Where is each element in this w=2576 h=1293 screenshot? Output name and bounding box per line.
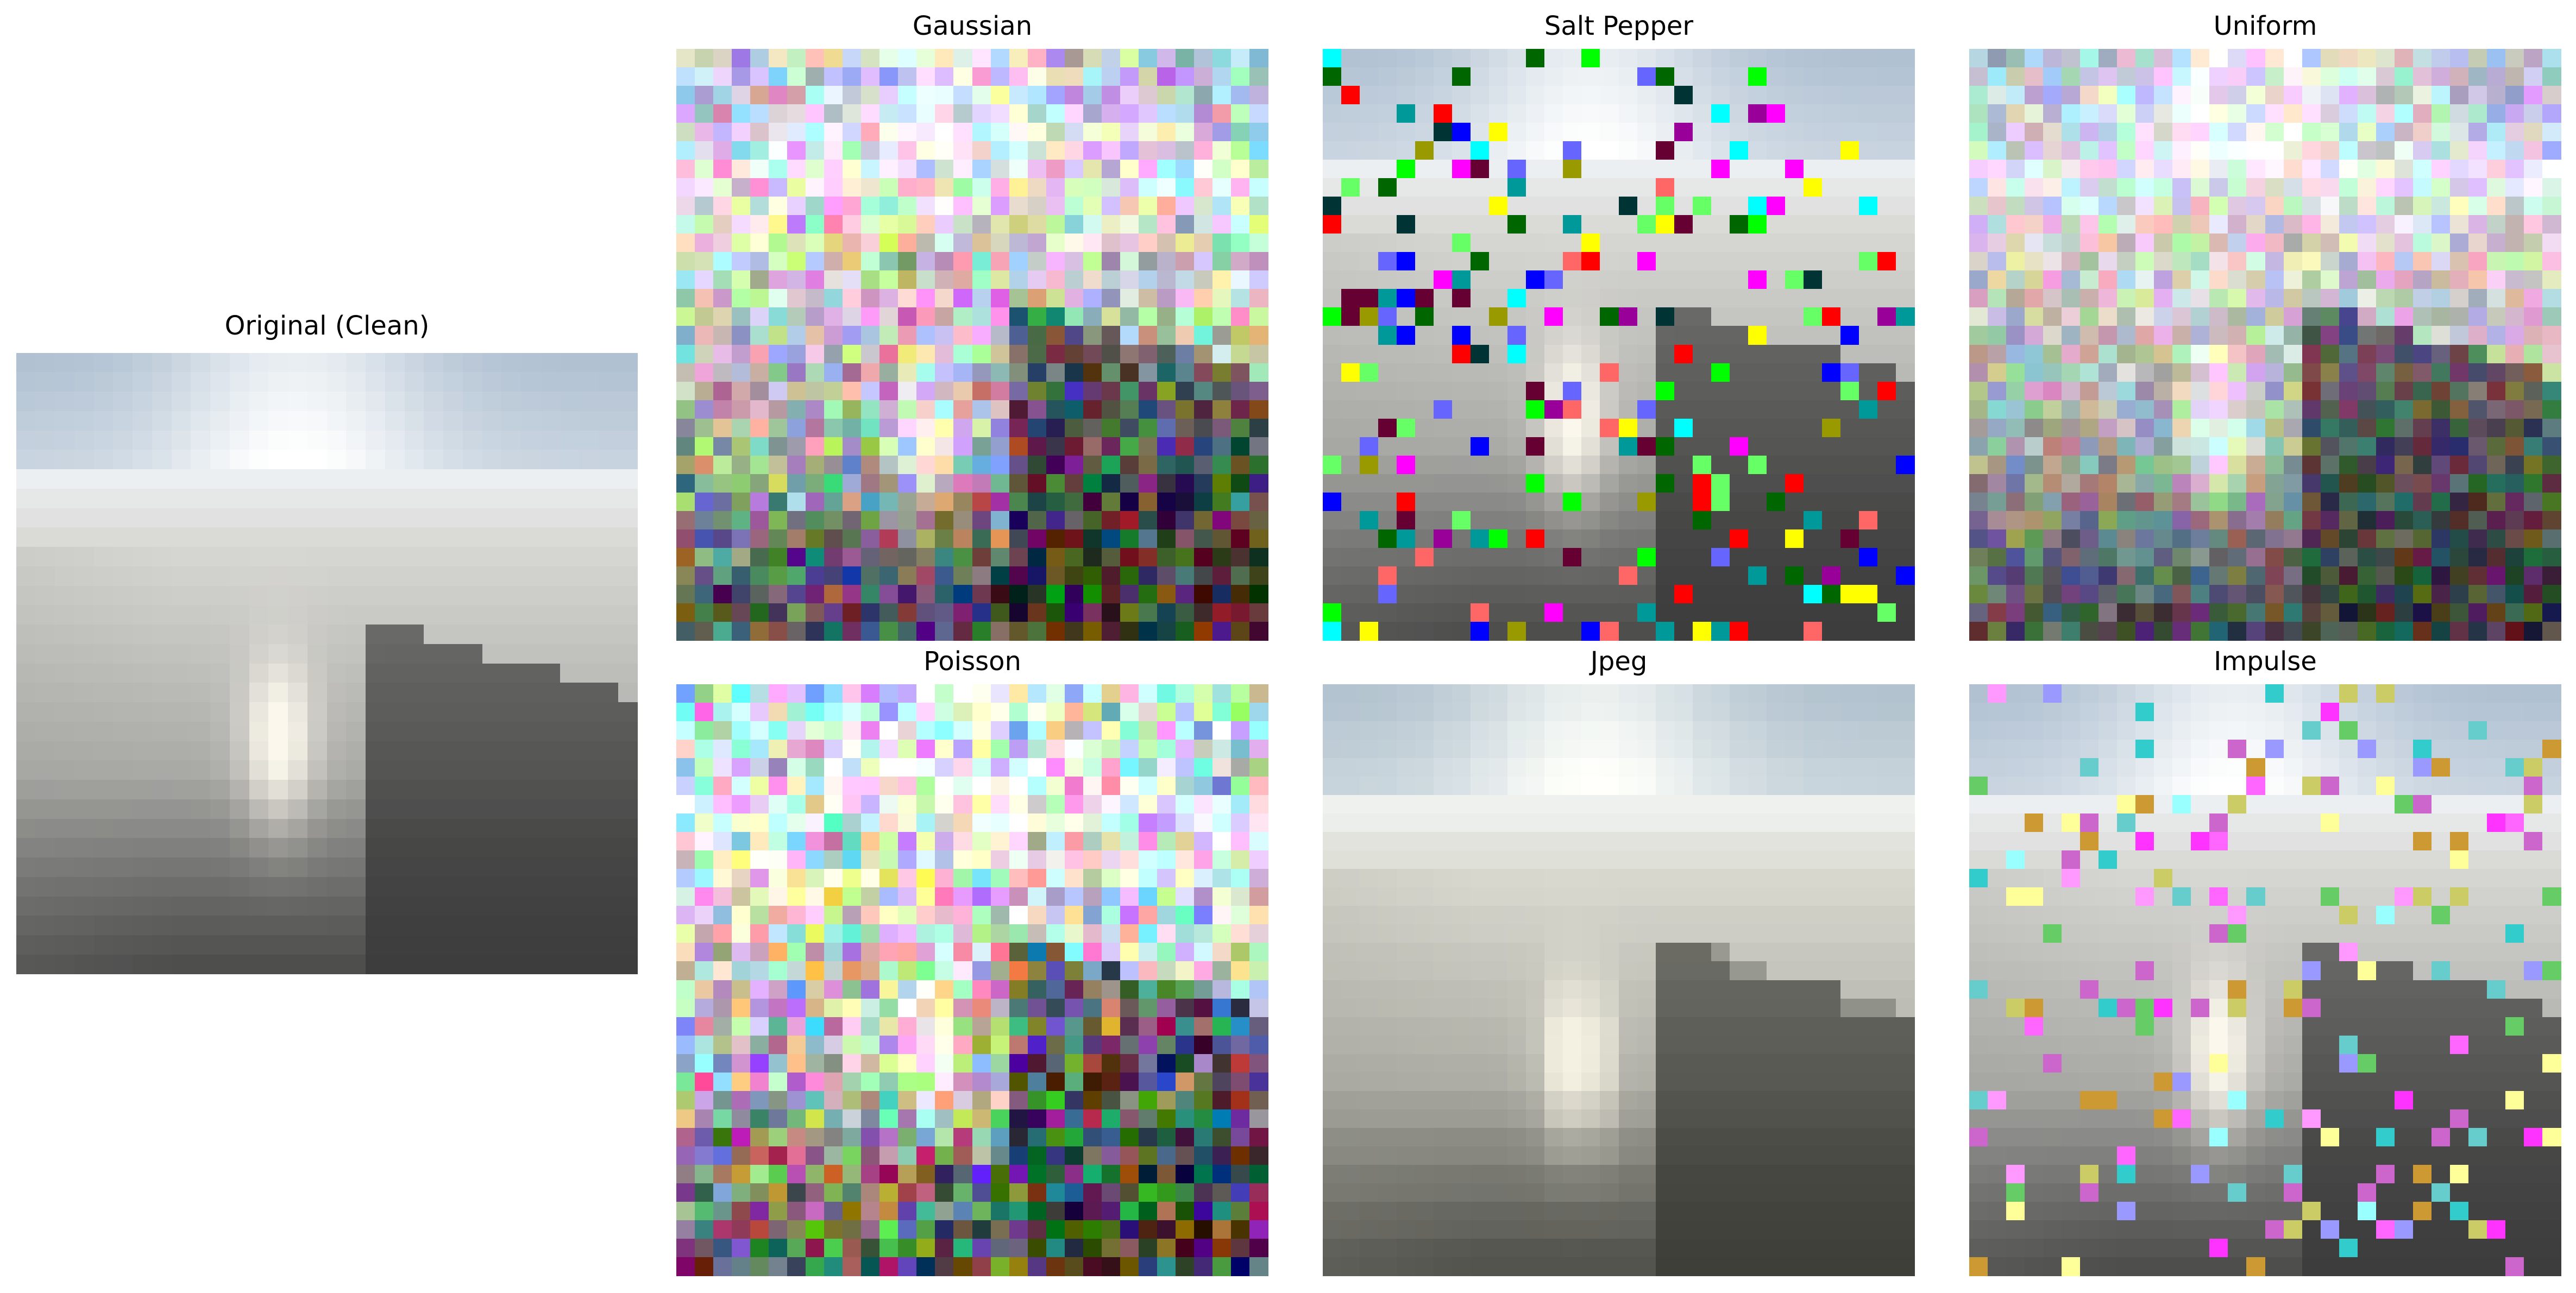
- image-jpeg-artifacts: [1323, 684, 1915, 1276]
- image-poisson-noise: [676, 684, 1268, 1276]
- panel-title-gaussian: Gaussian: [912, 11, 1033, 41]
- panel-impulse: Impulse: [1969, 646, 2561, 1276]
- panel-uniform: Uniform: [1969, 11, 2561, 641]
- image-salt-pepper-noise: [1323, 49, 1915, 641]
- panel-poisson: Poisson: [676, 646, 1268, 1276]
- panel-title-salt-pepper: Salt Pepper: [1544, 11, 1694, 41]
- panel-title-poisson: Poisson: [923, 646, 1021, 677]
- image-original-clean: [16, 353, 638, 974]
- panel-jpeg: Jpeg: [1323, 646, 1915, 1276]
- panel-title-uniform: Uniform: [2213, 11, 2317, 41]
- panel-salt-pepper: Salt Pepper: [1323, 11, 1915, 641]
- image-uniform-noise: [1969, 49, 2561, 641]
- image-gaussian-noise: [676, 49, 1268, 641]
- panel-original: Original (Clean): [16, 311, 638, 974]
- panel-title-jpeg: Jpeg: [1590, 646, 1648, 677]
- panel-gaussian: Gaussian: [676, 11, 1268, 641]
- panel-title-impulse: Impulse: [2214, 646, 2317, 677]
- panel-title-original: Original (Clean): [224, 311, 430, 341]
- image-impulse-noise: [1969, 684, 2561, 1276]
